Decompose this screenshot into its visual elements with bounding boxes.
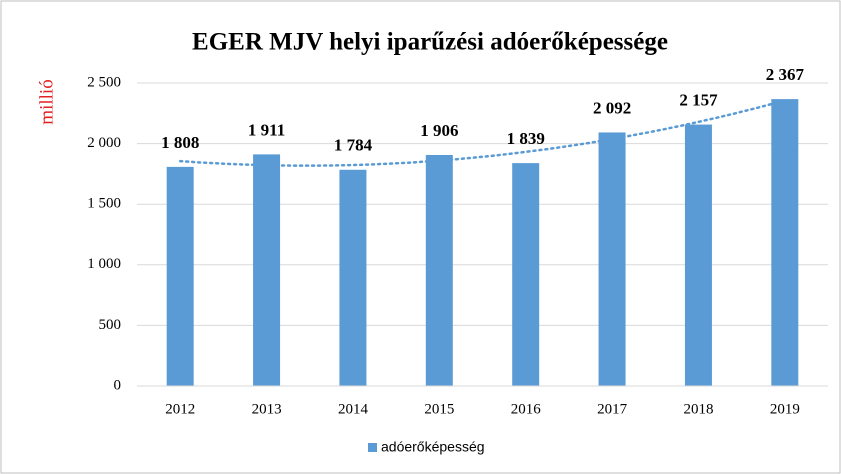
bar: [598, 132, 626, 386]
data-label: 1 808: [161, 133, 199, 152]
bar: [512, 163, 540, 386]
data-label: 1 784: [334, 136, 373, 155]
data-label: 2 092: [593, 98, 631, 117]
data-label: 2 157: [679, 90, 718, 109]
bar: [253, 154, 281, 386]
bar: [684, 124, 712, 387]
data-label: 2 367: [766, 65, 805, 84]
y-tick-label: 1 000: [87, 256, 121, 272]
legend-swatch: [368, 443, 377, 452]
bar: [339, 169, 367, 386]
bar: [425, 154, 453, 386]
y-tick-label: 500: [99, 317, 122, 333]
y-tick-label: 2 000: [87, 135, 121, 151]
trendline: [178, 99, 787, 167]
data-label: 1 906: [420, 121, 458, 140]
y-axis-label: millió: [36, 79, 57, 124]
x-tick-label: 2012: [165, 401, 195, 417]
y-tick-label: 0: [114, 377, 122, 393]
x-tick-label: 2019: [770, 401, 800, 417]
bar: [166, 166, 194, 386]
x-tick-label: 2017: [597, 401, 628, 417]
bar: [771, 99, 799, 386]
x-tick-label: 2013: [252, 401, 282, 417]
x-tick-label: 2014: [338, 401, 369, 417]
y-tick-label: 2 500: [87, 74, 121, 90]
y-tick-label: 1 500: [87, 196, 121, 212]
chart-title: EGER MJV helyi iparűzési adóerőképessége: [192, 29, 668, 56]
x-tick-label: 2015: [424, 401, 454, 417]
data-label: 1 911: [248, 120, 285, 139]
x-tick-label: 2016: [511, 401, 542, 417]
x-tick-label: 2018: [683, 401, 713, 417]
legend-label: adóerőképesség: [381, 439, 485, 455]
data-label: 1 839: [507, 129, 545, 148]
